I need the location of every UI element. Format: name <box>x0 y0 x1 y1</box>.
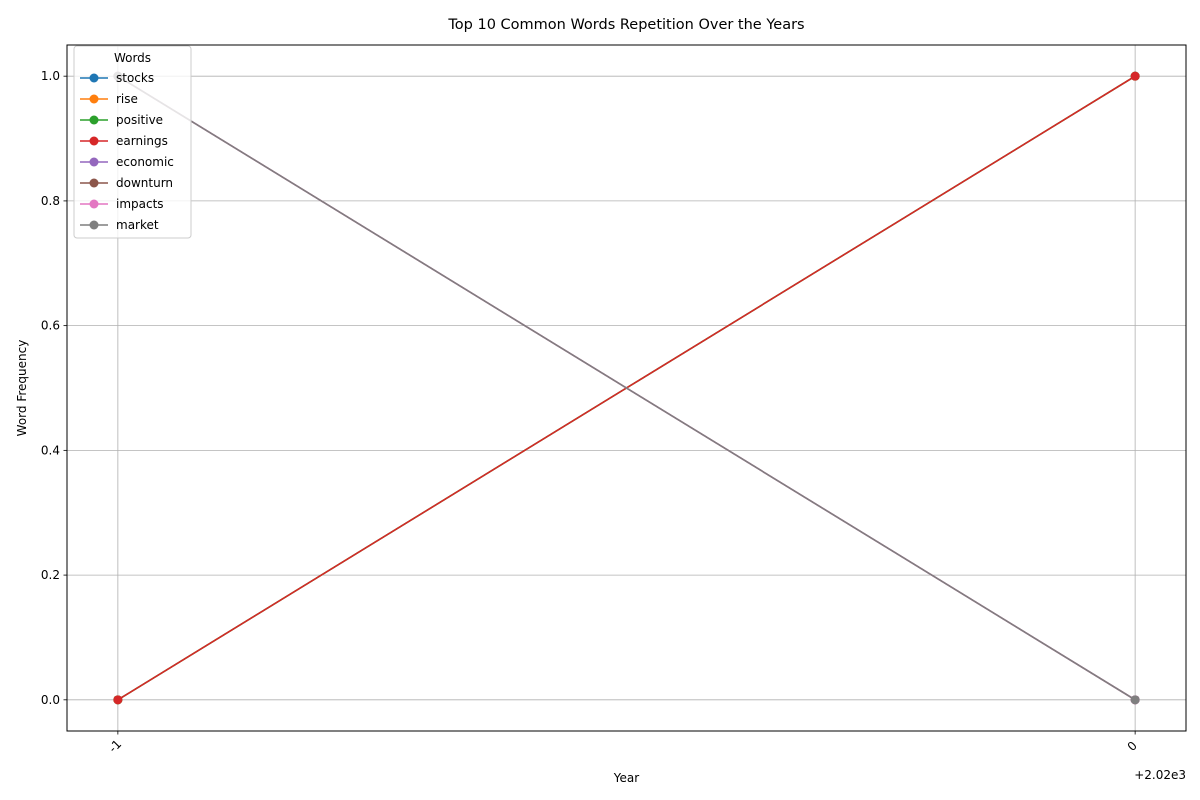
legend-marker <box>89 199 99 209</box>
legend-marker <box>89 157 99 167</box>
legend-frame <box>73 45 192 239</box>
legend-item-earnings: earnings <box>80 134 168 148</box>
series-market <box>113 71 1140 705</box>
legend-item-downturn: downturn <box>80 176 173 190</box>
legend-label: economic <box>116 155 174 169</box>
y-axis-label: Word Frequency <box>15 340 29 437</box>
legend-label: downturn <box>116 176 173 190</box>
x-axis-offset-label: +2.02e3 <box>1134 768 1186 782</box>
legend-item-positive: positive <box>80 113 163 127</box>
data-point <box>113 695 123 705</box>
plot-area-frame <box>66 44 1187 732</box>
legend-marker <box>89 73 99 83</box>
legend-label: stocks <box>116 71 154 85</box>
series-line <box>117 75 1136 701</box>
data-point <box>1130 695 1140 705</box>
axis-ticks: 0.0 0.2 0.4 0.6 0.8 1.0 -1 0 <box>41 69 1140 755</box>
y-tick-label: 0.8 <box>41 194 60 208</box>
legend-label: positive <box>116 113 163 127</box>
chart-title: Top 10 Common Words Repetition Over the … <box>447 17 804 33</box>
y-tick-label: 0.0 <box>41 693 60 707</box>
legend-label: rise <box>116 92 138 106</box>
y-tick-label: 1.0 <box>41 69 60 83</box>
legend: Words stocks rise positive earnings economic d… <box>73 45 192 239</box>
legend-marker <box>89 136 99 146</box>
data-point <box>1130 71 1140 81</box>
legend-label: market <box>116 218 159 232</box>
x-tick-label: 0 <box>1125 739 1140 754</box>
y-tick-label: 0.2 <box>41 568 60 582</box>
legend-item-rise: rise <box>80 92 138 106</box>
x-axis-label: Year <box>613 771 639 785</box>
legend-item-economic: economic <box>80 155 174 169</box>
legend-marker <box>89 94 99 104</box>
legend-marker <box>89 115 99 125</box>
legend-item-market: market <box>80 218 159 232</box>
legend-item-impacts: impacts <box>80 197 164 211</box>
legend-title: Words <box>114 51 151 65</box>
legend-item-stocks: stocks <box>80 71 154 85</box>
series-lines <box>113 71 1140 705</box>
y-tick-label: 0.6 <box>41 319 60 333</box>
y-tick-label: 0.4 <box>41 443 60 457</box>
x-tick-label: -1 <box>106 737 124 755</box>
legend-marker <box>89 178 99 188</box>
legend-label: earnings <box>116 134 168 148</box>
legend-marker <box>89 220 99 230</box>
legend-label: impacts <box>116 197 164 211</box>
